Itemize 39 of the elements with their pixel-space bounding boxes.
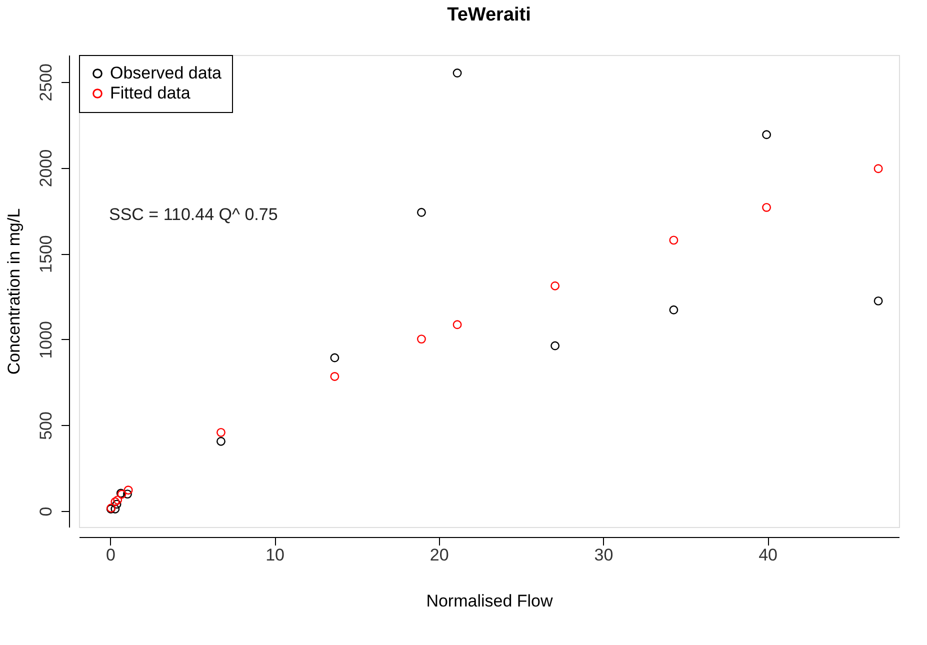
point <box>762 202 772 212</box>
point <box>330 353 340 362</box>
x-tick-label: 10 <box>266 546 285 564</box>
y-tick-label: 2000 <box>36 149 56 188</box>
y-tick-label: 500 <box>36 412 56 440</box>
point <box>416 334 426 344</box>
point <box>669 305 678 314</box>
x-tick-label: 40 <box>758 546 778 564</box>
point <box>874 164 883 174</box>
point <box>550 281 560 290</box>
point <box>669 236 678 245</box>
point <box>110 504 120 514</box>
y-tick-label: 1000 <box>36 320 56 359</box>
point <box>452 320 462 330</box>
chart-title: TeWeraiti <box>447 4 531 26</box>
x-tick-label: 20 <box>430 546 449 564</box>
y-tick-label: 0 <box>36 506 56 516</box>
x-axis-title: Normalised Flow <box>426 592 554 610</box>
point <box>762 130 772 140</box>
point <box>110 497 120 506</box>
point <box>112 500 122 509</box>
point <box>452 68 462 78</box>
point <box>123 490 132 499</box>
point <box>330 372 340 381</box>
point <box>216 436 226 446</box>
annotation: SSC = 110.44 Q^ 0.75 <box>109 205 278 224</box>
y-tick-label: 2500 <box>36 64 56 102</box>
legend-label: Fitted data <box>110 84 191 102</box>
point <box>124 486 133 495</box>
x-tick-label: 30 <box>594 546 614 564</box>
point <box>216 428 226 437</box>
y-tick-label: 1500 <box>36 235 56 273</box>
y-axis-title: Concentration in mg/L <box>4 208 24 375</box>
point <box>416 208 426 217</box>
point <box>550 341 560 350</box>
x-tick-label: 0 <box>106 546 116 564</box>
legend-label: Observed data <box>110 64 222 82</box>
point <box>113 496 122 505</box>
point <box>874 296 883 306</box>
